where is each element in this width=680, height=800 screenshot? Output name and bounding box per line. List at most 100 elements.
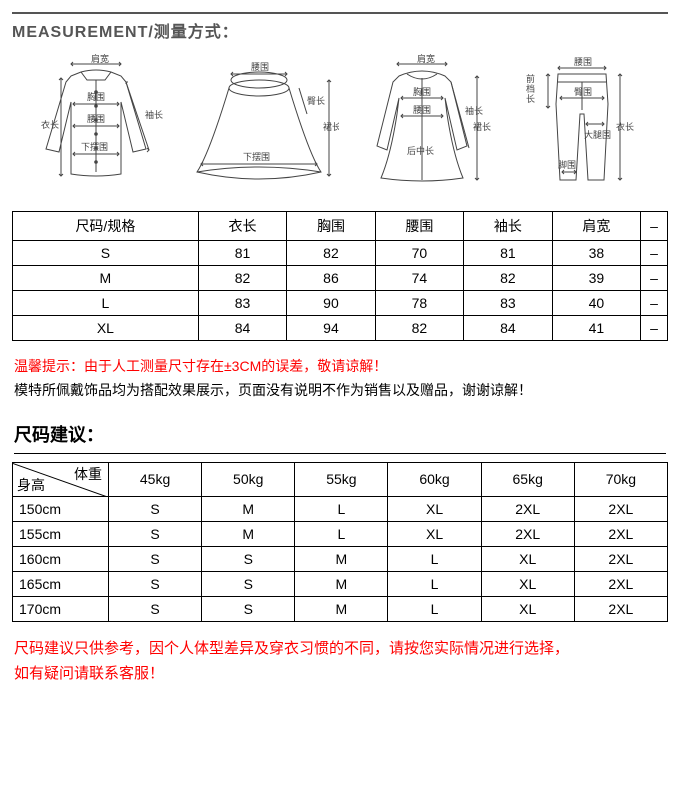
weight-header: 70kg [574, 462, 667, 496]
label-waist2: 腰围 [251, 62, 269, 72]
rec-cell: XL [481, 571, 574, 596]
rec-cell: 2XL [481, 496, 574, 521]
label-hem2: 下摆围 [243, 151, 270, 162]
shirt-diagram: 肩宽 胸围 腰围 下摆围 袖长 衣长 [14, 54, 177, 197]
measurement-title: MEASUREMENT/测量方式： [12, 18, 668, 42]
rec-cell: L [388, 546, 481, 571]
rec-table: 体重身高45kg50kg55kg60kg65kg70kg 150cmSMLXL2… [12, 462, 668, 622]
table-row: 170cmSSMLXL2XL [13, 596, 668, 621]
size-cell: 84 [198, 316, 286, 341]
rec-cell: S [109, 596, 202, 621]
rec-title: 尺码建议： [14, 421, 666, 454]
size-cell: 83 [464, 291, 552, 316]
height-cell: 150cm [13, 496, 109, 521]
size-cell: 82 [198, 266, 286, 291]
size-cell: M [13, 266, 199, 291]
label-mid3: 后中长 [407, 145, 434, 156]
size-col-header: 腰围 [375, 212, 463, 241]
dress-diagram: 肩宽 胸围 腰围 袖长 裙长 后中长 [340, 54, 503, 197]
size-cell: – [641, 316, 668, 341]
label-length4: 衣长 [616, 121, 634, 132]
size-cell: 81 [464, 241, 552, 266]
size-cell: 38 [552, 241, 640, 266]
label-cuff4: 脚围 [558, 160, 576, 170]
notice-block-1: 温馨提示：由于人工测量尺寸存在±3CM的误差，敬请谅解！ 模特所佩戴饰品均为搭配… [14, 355, 666, 403]
corner-weight: 体重 [74, 464, 102, 484]
size-cell: S [13, 241, 199, 266]
rec-cell: M [202, 521, 295, 546]
label-length2: 裙长 [323, 121, 339, 132]
size-cell: 82 [375, 316, 463, 341]
size-cell: 81 [198, 241, 286, 266]
size-col-header: 肩宽 [552, 212, 640, 241]
rec-tip-1: 尺码建议只供参考，因个人体型差异及穿衣习惯的不同，请按您实际情况进行选择， [14, 636, 666, 662]
rec-cell: S [202, 571, 295, 596]
label-sleeve: 袖长 [145, 109, 163, 120]
rec-cell: S [202, 546, 295, 571]
size-cell: 84 [464, 316, 552, 341]
size-cell: – [641, 241, 668, 266]
size-cell: – [641, 291, 668, 316]
rec-cell: S [109, 546, 202, 571]
rec-cell: 2XL [481, 521, 574, 546]
rec-cell: L [295, 496, 388, 521]
size-cell: XL [13, 316, 199, 341]
weight-header: 55kg [295, 462, 388, 496]
weight-header: 50kg [202, 462, 295, 496]
rec-cell: 2XL [574, 571, 667, 596]
pants-diagram: 腰围 臀围 大腿围 脚围 衣长 前 档 长 [503, 54, 666, 197]
label-rise4a: 前 [526, 73, 535, 84]
label-hem: 下摆围 [81, 141, 108, 152]
rec-cell: S [109, 571, 202, 596]
label-shoulder: 肩宽 [91, 54, 109, 64]
rec-cell: 2XL [574, 521, 667, 546]
rec-cell: M [295, 571, 388, 596]
rec-cell: S [202, 596, 295, 621]
table-row: 160cmSSMLXL2XL [13, 546, 668, 571]
table-row: S8182708138– [13, 241, 668, 266]
size-cell: 74 [375, 266, 463, 291]
table-row: XL8494828441– [13, 316, 668, 341]
size-cell: L [13, 291, 199, 316]
corner-height: 身高 [17, 475, 45, 495]
size-cell: – [641, 266, 668, 291]
size-col-header: 胸围 [287, 212, 375, 241]
label-waist3: 腰围 [413, 105, 431, 115]
weight-header: 65kg [481, 462, 574, 496]
size-cell: 78 [375, 291, 463, 316]
size-table: 尺码/规格衣长胸围腰围袖长肩宽– S8182708138–M8286748239… [12, 211, 668, 341]
rec-cell: M [202, 496, 295, 521]
label-waist4: 腰围 [574, 57, 592, 67]
size-col-header: 尺码/规格 [13, 212, 199, 241]
rec-cell: 2XL [574, 596, 667, 621]
notice-block-2: 尺码建议只供参考，因个人体型差异及穿衣习惯的不同，请按您实际情况进行选择， 如有… [14, 636, 666, 687]
height-cell: 155cm [13, 521, 109, 546]
size-cell: 82 [464, 266, 552, 291]
weight-header: 45kg [109, 462, 202, 496]
table-row: 150cmSMLXL2XL2XL [13, 496, 668, 521]
rec-tip-2: 如有疑问请联系客服！ [14, 661, 666, 687]
rec-cell: S [109, 496, 202, 521]
size-cell: 40 [552, 291, 640, 316]
model-tip: 模特所佩戴饰品均为搭配效果展示，页面没有说明不作为销售以及赠品，谢谢谅解！ [14, 379, 666, 403]
size-col-header: – [641, 212, 668, 241]
label-rise4c: 长 [526, 93, 535, 104]
rec-cell: L [388, 571, 481, 596]
height-cell: 170cm [13, 596, 109, 621]
rec-cell: M [295, 546, 388, 571]
rec-cell: 2XL [574, 496, 667, 521]
size-col-header: 衣长 [198, 212, 286, 241]
diagram-row: 肩宽 胸围 腰围 下摆围 袖长 衣长 腰围 下摆围 [12, 48, 668, 207]
weight-header: 60kg [388, 462, 481, 496]
rec-cell: L [388, 596, 481, 621]
rec-cell: L [295, 521, 388, 546]
label-shoulder3: 肩宽 [417, 54, 435, 64]
size-cell: 86 [287, 266, 375, 291]
rec-cell: XL [388, 496, 481, 521]
size-col-header: 袖长 [464, 212, 552, 241]
rec-cell: 2XL [574, 546, 667, 571]
label-bust3: 胸围 [413, 86, 431, 97]
size-cell: 83 [198, 291, 286, 316]
warm-tip: 温馨提示：由于人工测量尺寸存在±3CM的误差，敬请谅解！ [14, 355, 666, 379]
rec-cell: XL [481, 546, 574, 571]
